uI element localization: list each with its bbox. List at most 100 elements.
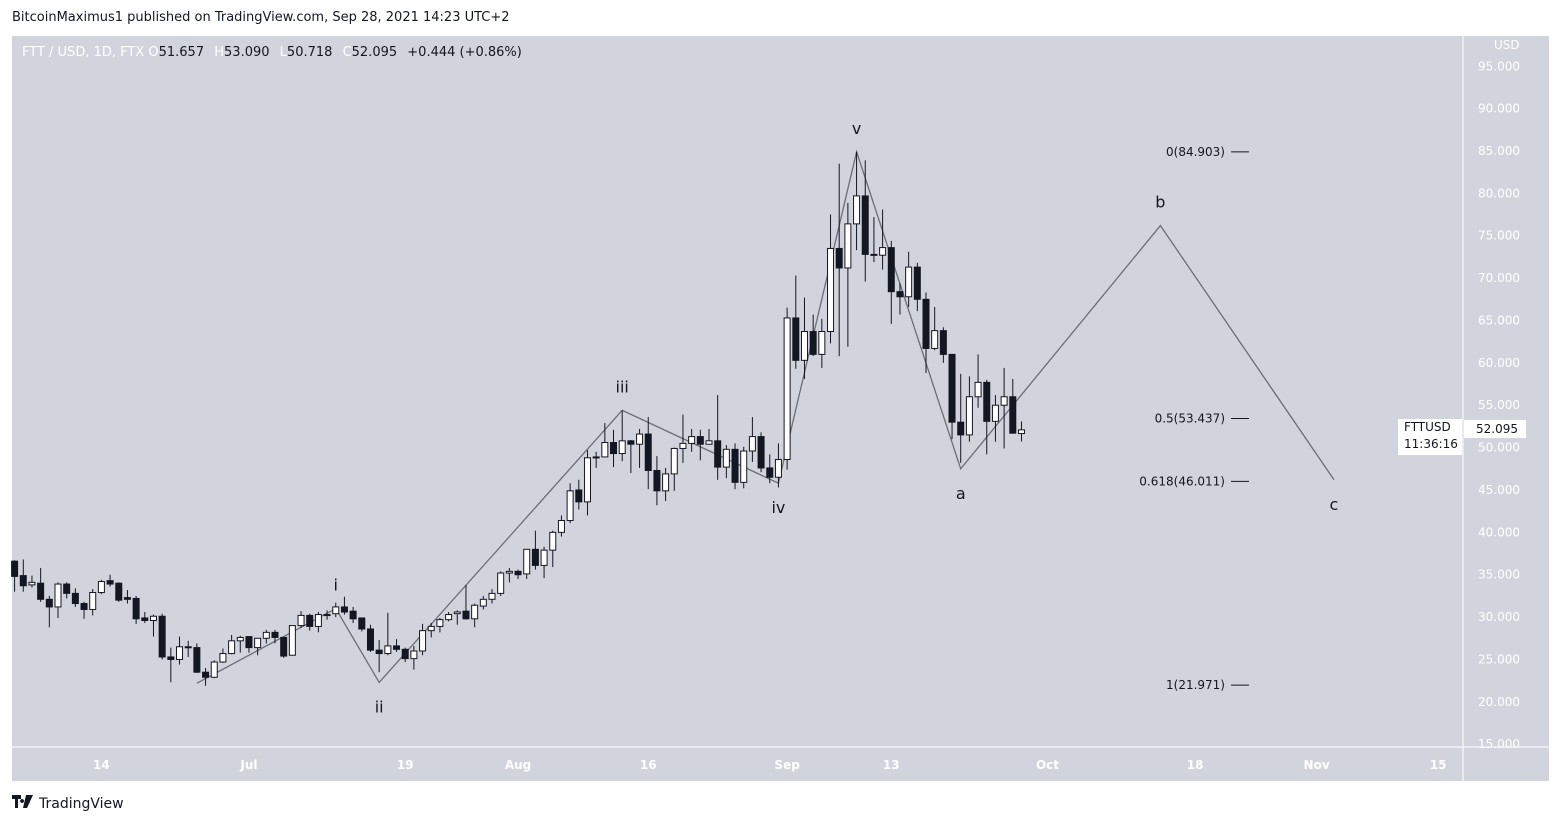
bearish-candle [531,548,539,566]
bullish-candle [479,598,487,607]
chart-frame [12,36,1549,781]
price-tick-label: 30.000 [1478,610,1520,624]
bullish-candle [28,581,36,586]
bullish-candle [236,636,244,642]
bullish-candle [879,247,887,256]
bearish-candle [766,467,774,478]
bearish-candle [158,615,166,658]
price-tick-label: 95.000 [1478,59,1520,73]
price-tick-label: 90.000 [1478,102,1520,116]
high-value: 53.090 [224,45,270,60]
close-value: 52.095 [351,45,398,60]
wave-label-iii: iii [616,377,629,396]
bullish-candle [722,448,730,468]
bullish-candle [410,650,418,660]
bearish-candle [63,583,71,594]
price-tick-label: 40.000 [1478,525,1520,539]
price-tick-label: 50.000 [1478,441,1520,455]
bullish-candle [54,583,62,608]
bullish-candle [844,223,852,269]
bearish-candle [358,617,366,630]
bullish-candle [314,614,322,627]
bullish-candle [853,195,861,225]
bearish-candle [792,317,800,361]
bullish-candle [332,606,340,615]
bullish-candle [288,625,296,656]
time-tick-label: 19 [397,758,414,772]
wave-label-v: v [852,119,861,138]
bullish-candle [471,604,479,620]
bullish-candle [384,645,392,655]
bearish-candle [887,247,895,293]
tradingview-logo-icon[interactable] [12,795,34,812]
bullish-candle [662,473,670,492]
bullish-candle [1000,396,1008,406]
price-tick-label: 80.000 [1478,186,1520,200]
bullish-candle [688,436,696,444]
current-price-label: 52.095 [1464,420,1526,438]
bullish-candle [774,458,782,478]
bullish-candle [748,436,756,452]
bearish-candle [957,421,965,436]
bullish-candle [540,549,548,566]
bullish-candle [583,457,591,503]
bearish-candle [340,606,348,613]
bullish-candle [601,442,609,458]
bullish-candle [740,450,748,483]
high-label: H [214,45,225,60]
bearish-candle [610,442,618,455]
bearish-candle [809,331,817,355]
bullish-candle [670,447,678,475]
bullish-candle [297,614,305,627]
open-label: O [148,45,159,60]
bearish-candle [167,656,175,660]
bullish-candle [436,619,444,627]
current-symbol-label: FTTUSD [1404,420,1451,434]
low-value: 50.718 [286,45,333,60]
price-tick-label: 65.000 [1478,313,1520,327]
price-tick-label: 25.000 [1478,652,1520,666]
time-tick-label: Oct [1036,758,1059,772]
bearish-candle [80,603,88,610]
price-tick-label: 70.000 [1478,271,1520,285]
tradingview-brand[interactable]: TradingView [39,795,124,812]
bullish-candle [818,331,826,355]
price-tick-label: 15.000 [1478,737,1520,751]
bullish-candle [679,442,687,449]
change-value: +0.444 (+0.86%) [407,45,522,60]
bullish-candle [557,519,565,533]
bearish-candle [271,631,279,638]
bearish-candle [939,330,947,355]
bearish-candle [202,671,210,678]
low-label: L [279,45,287,60]
bullish-candle [497,572,505,594]
bullish-candle [618,440,626,455]
time-tick-label: Aug [505,758,531,772]
bar-countdown: 11:36:16 [1404,437,1458,451]
bullish-candle [97,581,105,594]
price-tick-label: 20.000 [1478,695,1520,709]
time-tick-label: 13 [883,758,900,772]
wave-label-c: c [1330,495,1339,514]
price-tick-label: 85.000 [1478,144,1520,158]
symbol-title: FTT / USD, 1D, FTX [22,45,145,60]
fib-level-label: 1(21.971) [1166,678,1225,692]
bearish-candle [106,580,114,585]
bearish-candle [592,456,600,459]
bearish-candle [983,381,991,422]
bullish-candle [262,631,270,639]
publisher-caption: BitcoinMaximus1 published on TradingView… [12,10,510,25]
bullish-candle [254,637,262,649]
bullish-candle [488,592,496,600]
wave-label-b: b [1155,193,1165,212]
bullish-candle [1017,429,1025,435]
bullish-candle [419,630,427,652]
bearish-candle [922,298,930,349]
price-tick-label: 35.000 [1478,568,1520,582]
bearish-candle [861,195,869,255]
bullish-candle [505,570,513,574]
bullish-candle [905,266,913,298]
wave-label-i: i [334,576,338,595]
bearish-candle [948,353,956,423]
